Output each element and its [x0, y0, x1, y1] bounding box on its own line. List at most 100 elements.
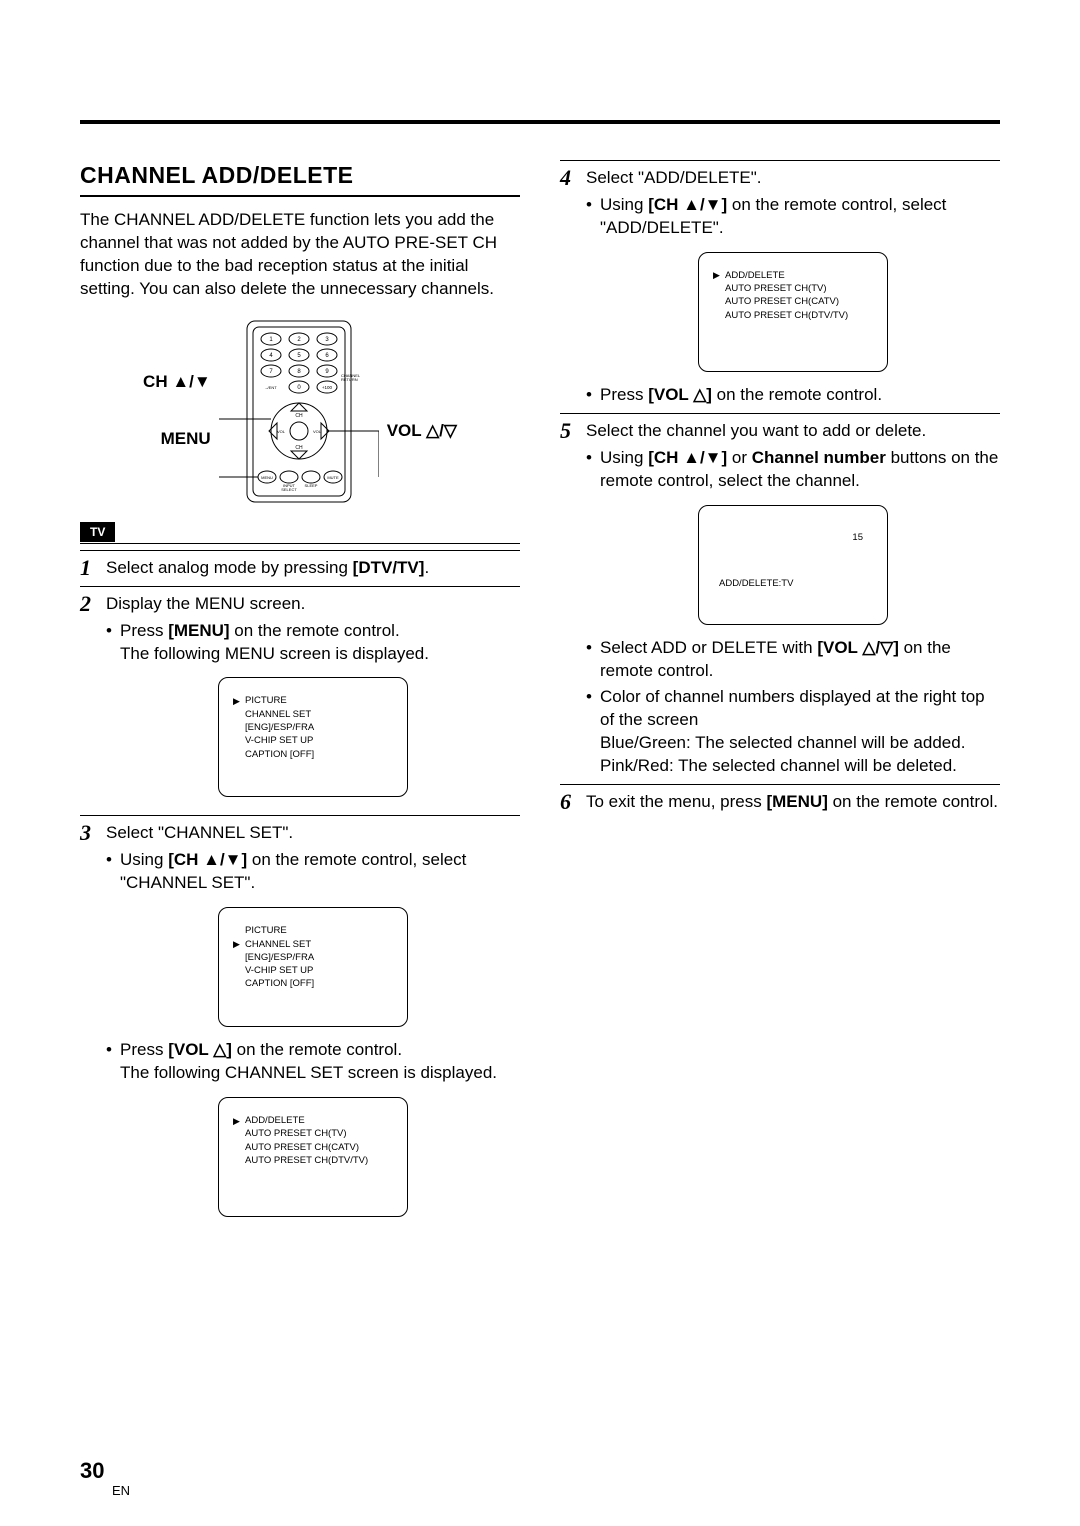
- menu-pointer-icon: ▶: [233, 1115, 241, 1128]
- step-text: Select the channel you want to add or de…: [586, 421, 926, 440]
- menu-row: ▶ PICTURE: [233, 694, 393, 707]
- mode-badge-row: TV: [80, 516, 520, 544]
- svg-text:2: 2: [297, 337, 301, 343]
- bullet-text: Using [CH ▲/▼] on the remote control, se…: [120, 849, 520, 895]
- step-num: 5: [560, 420, 578, 778]
- step-num: 4: [560, 167, 578, 407]
- step-text: Select analog mode by pressing: [106, 558, 353, 577]
- menu-row: AUTO PRESET CH(CATV): [233, 1141, 393, 1154]
- menu-row: ▶ ADD/DELETE: [233, 1114, 393, 1127]
- step-text: Select "CHANNEL SET".: [106, 823, 293, 842]
- menu-row: ▶ ADD/DELETE: [713, 269, 873, 282]
- menu-row: AUTO PRESET CH(CATV): [713, 295, 873, 308]
- page-lang: EN: [112, 1483, 130, 1498]
- right-column: 4 Select "ADD/DELETE". • Using [CH ▲/▼] …: [560, 160, 1000, 1229]
- svg-text:VOL: VOL: [313, 429, 322, 434]
- bullet-dot: •: [586, 447, 594, 493]
- bullet-dot: •: [586, 686, 594, 778]
- step-4: 4 Select "ADD/DELETE". • Using [CH ▲/▼] …: [560, 160, 1000, 407]
- menu-item-label: PICTURE: [245, 694, 287, 707]
- menu-pointer-icon: ▶: [233, 938, 241, 951]
- menu-row: [ENG]/ESP/FRA: [233, 951, 393, 964]
- bullet-dot: •: [586, 384, 594, 407]
- svg-text:9: 9: [325, 369, 329, 375]
- bullet-dot: •: [106, 849, 114, 895]
- intro-text: The CHANNEL ADD/DELETE function lets you…: [80, 209, 520, 301]
- menu-screen-main: ▶ PICTURECHANNEL SET[ENG]/ESP/FRAV-CHIP S…: [218, 677, 408, 797]
- section-title: CHANNEL ADD/DELETE: [80, 160, 520, 197]
- svg-text:CH: CH: [295, 413, 303, 419]
- top-rule: [80, 120, 1000, 124]
- step-3: 3 Select "CHANNEL SET". • Using [CH ▲/▼]…: [80, 815, 520, 1229]
- menu-item-label: ADD/DELETE: [245, 1114, 305, 1127]
- menu-screen-addset-1: ▶ ADD/DELETEAUTO PRESET CH(TV)AUTO PRESET…: [218, 1097, 408, 1217]
- step-text: Select "ADD/DELETE".: [586, 168, 762, 187]
- step-5: 5 Select the channel you want to add or …: [560, 413, 1000, 778]
- step-num: 1: [80, 557, 98, 580]
- svg-text:RETURN: RETURN: [341, 377, 358, 382]
- step-text-end: .: [424, 558, 429, 577]
- svg-text:3: 3: [325, 337, 329, 343]
- step-num: 2: [80, 593, 98, 810]
- svg-text:CH: CH: [295, 445, 303, 451]
- menu-label: MENU: [161, 428, 211, 451]
- step-num: 6: [560, 791, 578, 814]
- menu-screen-chset: PICTURE▶CHANNEL SET[ENG]/ESP/FRAV-CHIP S…: [218, 907, 408, 1027]
- svg-text:SLEEP: SLEEP: [304, 483, 317, 488]
- step-body: Display the MENU screen. • Press [MENU] …: [106, 593, 520, 810]
- page-number: 30: [80, 1458, 104, 1484]
- svg-text:VOL: VOL: [277, 429, 286, 434]
- svg-text:SELECT: SELECT: [281, 487, 297, 492]
- menu-item-label: AUTO PRESET CH(DTV/TV): [725, 309, 848, 322]
- menu-row: AUTO PRESET CH(DTV/TV): [713, 309, 873, 322]
- menu-item-label: V-CHIP SET UP: [245, 734, 313, 747]
- svg-text:4: 4: [269, 353, 273, 359]
- menu-item-label: ADD/DELETE: [725, 269, 785, 282]
- step-2: 2 Display the MENU screen. • Press [MENU…: [80, 586, 520, 810]
- menu-item-label: CAPTION [OFF]: [245, 977, 314, 990]
- svg-text:+100: +100: [322, 385, 333, 390]
- menu-row: AUTO PRESET CH(TV): [233, 1127, 393, 1140]
- menu-pointer-icon: ▶: [233, 695, 241, 708]
- bullet-dot: •: [106, 1039, 114, 1085]
- bullet-text: Select ADD or DELETE with [VOL △/▽] on t…: [600, 637, 1000, 683]
- bullet-dot: •: [586, 194, 594, 240]
- menu-item-label: PICTURE: [245, 924, 287, 937]
- menu-row: CAPTION [OFF]: [233, 748, 393, 761]
- menu-item-label: AUTO PRESET CH(CATV): [725, 295, 839, 308]
- step-text: To exit the menu, press: [586, 792, 766, 811]
- step-num: 3: [80, 822, 98, 1229]
- menu-item-label: AUTO PRESET CH(CATV): [245, 1141, 359, 1154]
- svg-text:–/ENT: –/ENT: [265, 385, 277, 390]
- vol-label: VOL △/▽: [387, 420, 457, 443]
- svg-text:8: 8: [297, 369, 301, 375]
- tv-mode-badge: TV: [80, 522, 115, 542]
- svg-text:5: 5: [297, 353, 301, 359]
- channel-label: ADD/DELETE:TV: [719, 578, 793, 591]
- bullet-dot: •: [106, 620, 114, 666]
- step-body: Select analog mode by pressing [DTV/TV].: [106, 557, 520, 580]
- step-6: 6 To exit the menu, press [MENU] on the …: [560, 784, 1000, 814]
- bullet-text: Using [CH ▲/▼] or Channel number buttons…: [600, 447, 1000, 493]
- svg-text:6: 6: [325, 353, 329, 359]
- menu-row: [ENG]/ESP/FRA: [233, 721, 393, 734]
- menu-item-label: CHANNEL SET: [245, 708, 311, 721]
- bullet-text: Press [VOL △] on the remote control. The…: [120, 1039, 497, 1085]
- bold-key: [DTV/TV]: [353, 558, 425, 577]
- remote-diagram: 123 456 789 0+100 –/ENT CHANNEL RETURN C…: [219, 319, 379, 504]
- menu-row: ▶CHANNEL SET: [233, 938, 393, 951]
- bullet-text: Color of channel numbers displayed at th…: [600, 686, 1000, 778]
- ch-label: CH ▲/▼: [143, 371, 211, 394]
- step-text-end: on the remote control.: [828, 792, 998, 811]
- menu-item-label: [ENG]/ESP/FRA: [245, 721, 314, 734]
- remote-figure: CH ▲/▼ MENU 123 456 789 0+100: [80, 319, 520, 504]
- step-text: Display the MENU screen.: [106, 594, 305, 613]
- menu-item-label: CAPTION [OFF]: [245, 748, 314, 761]
- channel-number: 15: [852, 532, 863, 545]
- svg-text:MUTE: MUTE: [327, 475, 339, 480]
- menu-pointer-icon: ▶: [713, 269, 721, 282]
- menu-row: CHANNEL SET: [233, 708, 393, 721]
- bullet-text: Using [CH ▲/▼] on the remote control, se…: [600, 194, 1000, 240]
- menu-row: AUTO PRESET CH(TV): [713, 282, 873, 295]
- step-body: To exit the menu, press [MENU] on the re…: [586, 791, 1000, 814]
